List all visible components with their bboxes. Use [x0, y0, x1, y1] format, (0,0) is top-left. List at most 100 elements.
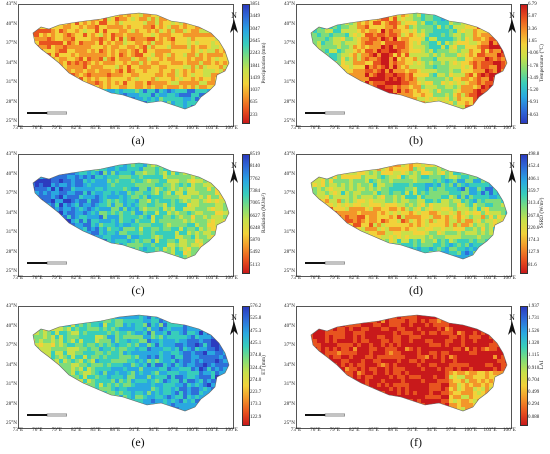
map-frame: N [296, 4, 516, 127]
x-tick-label: 88°E [387, 275, 399, 281]
map-panel-a: 43°N 40°N 37°N 34°N 31°N 28°N 25°N N 73°E 76°E 79°… [0, 0, 272, 148]
y-tick-label: 31°N [283, 381, 295, 387]
x-tick-label: 76°E [310, 125, 321, 131]
colorbar-tick-label: 475.3 [250, 328, 262, 334]
colorbar [520, 154, 528, 274]
x-tick-label: 85°E [90, 427, 101, 433]
x-tick-label: 82°E [70, 427, 82, 433]
y-tick-label: 40°N [5, 170, 17, 177]
svg-text:N: N [509, 11, 515, 20]
x-tick-label: 106°E [502, 125, 516, 131]
y-tick-label: 31°N [283, 79, 295, 85]
y-tick-label: 40°N [5, 20, 17, 27]
x-tick-label: 85°E [368, 427, 379, 433]
x-tick-label: 106°E [224, 427, 238, 433]
scale-bar [27, 405, 68, 417]
x-tick-label: 79°E [329, 125, 341, 131]
colorbar-tick-label: 0.704 [528, 377, 540, 383]
y-tick-label: 37°N [283, 342, 295, 348]
x-tick-label: 91°E [407, 125, 418, 131]
panel-label: (f) [410, 435, 422, 449]
y-tick-label: 25°N [5, 268, 17, 274]
y-tick-label: 25°N [5, 420, 17, 426]
x-tick-label: 94°E [148, 125, 160, 131]
map-frame: N [18, 306, 238, 429]
y-tick-label: 37°N [283, 40, 295, 46]
colorbar-title: Precipitation (mm) [261, 42, 267, 84]
map-panel-e: 43°N 40°N 37°N 34°N 31°N 28°N 25°N N 73°E 76°E 79°… [0, 302, 272, 450]
raster-map [310, 314, 508, 412]
colorbar-tick-label: 5113 [250, 262, 260, 268]
x-tick-label: 73°E [12, 427, 24, 433]
y-tick-label: 31°N [5, 381, 17, 387]
colorbar-tick-label: 1.115 [528, 353, 540, 359]
map-frame: N [296, 154, 516, 277]
y-tick-label: 25°N [5, 118, 17, 124]
colorbar-tick-label: -1.78 [528, 63, 539, 69]
x-tick-label: 97°E [167, 275, 179, 281]
y-tick-label: 43°N [5, 303, 17, 309]
x-tick-label: 85°E [368, 125, 379, 131]
colorbar-tick-label: 1.320 [528, 340, 540, 346]
x-tick-label: 103°E [205, 427, 219, 433]
north-arrow-icon: N [505, 313, 519, 337]
colorbar [520, 4, 528, 124]
colorbar-tick-label: -6.91 [528, 100, 539, 106]
x-tick-label: 79°E [51, 125, 63, 131]
colorbar [242, 4, 250, 124]
map-frame: N [18, 4, 238, 127]
plateau-boundary [32, 314, 230, 412]
colorbar-tick-label: 5.07 [528, 14, 537, 20]
x-tick-label: 91°E [407, 275, 418, 281]
plateau-boundary [310, 162, 508, 260]
colorbar-tick-label: 3851 [250, 2, 260, 7]
colorbar-tick-label: 452.4 [528, 164, 540, 170]
north-arrow-icon: N [505, 11, 519, 35]
x-tick-label: 97°E [445, 125, 457, 131]
x-tick-label: 106°E [502, 427, 516, 433]
colorbar-tick-label: 498.8 [528, 152, 540, 157]
x-tick-label: 97°E [445, 427, 457, 433]
colorbar [242, 154, 250, 274]
colorbar-tick-label: 1.937 [528, 304, 540, 309]
x-tick-label: 100°E [464, 275, 478, 281]
y-tick-label: 25°N [283, 268, 295, 274]
x-tick-label: 103°E [205, 275, 219, 281]
y-tick-label: 37°N [5, 190, 17, 196]
x-tick-label: 94°E [426, 275, 438, 281]
x-tick-label: 79°E [329, 427, 341, 433]
x-tick-label: 100°E [186, 275, 200, 281]
colorbar-tick-label: -3.49 [528, 75, 539, 81]
x-tick-label: 73°E [290, 427, 302, 433]
raster-map [32, 314, 230, 412]
y-tick-label: 34°N [5, 209, 17, 216]
colorbar-tick-label: 1.731 [528, 316, 540, 322]
y-tick-label: 25°N [283, 118, 295, 124]
y-tick-label: 34°N [283, 361, 295, 368]
plateau-boundary [32, 162, 230, 260]
colorbar-tick-label: 1439 [250, 75, 260, 81]
y-tick-label: 40°N [283, 170, 295, 177]
colorbar-tick-label: 8140 [250, 164, 260, 170]
raster-map [310, 162, 508, 260]
y-tick-label: 34°N [5, 59, 17, 66]
colorbar-tick-label: 0.088 [528, 414, 540, 420]
colorbar-tick-label: 1841 [250, 63, 260, 69]
y-tick-label: 43°N [283, 1, 295, 7]
colorbar-tick-label: 127.9 [528, 250, 540, 256]
x-tick-label: 100°E [464, 125, 478, 131]
y-tick-label: 28°N [283, 248, 295, 255]
colorbar-tick-label: 425.1 [250, 340, 262, 346]
colorbar-tick-label: 5492 [250, 250, 260, 256]
colorbar-tick-label: 7762 [250, 176, 260, 182]
panel-label: (a) [131, 133, 145, 147]
colorbar-tick-label: 233 [250, 112, 258, 118]
colorbar-tick-label: 6.79 [528, 2, 537, 7]
colorbar-tick-label: 576.2 [250, 304, 262, 309]
x-tick-label: 85°E [368, 275, 379, 281]
x-tick-label: 76°E [310, 427, 321, 433]
scale-bar [305, 253, 346, 265]
colorbar-tick-label: 3449 [250, 14, 260, 20]
x-tick-label: 82°E [348, 275, 360, 281]
plateau-boundary [310, 12, 508, 110]
